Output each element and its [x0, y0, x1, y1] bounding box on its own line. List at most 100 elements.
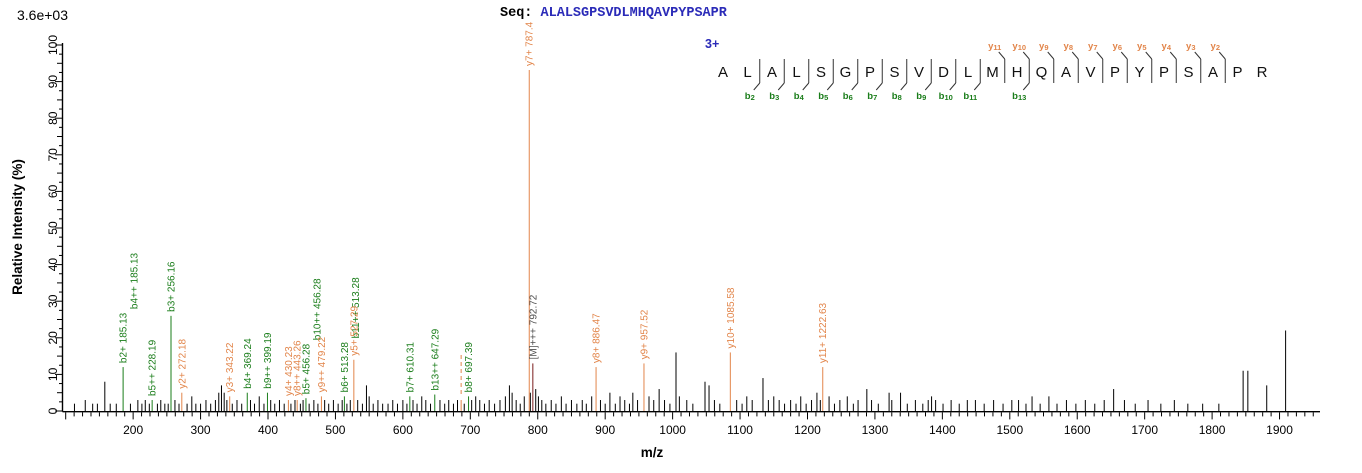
peak-label: b3+ 256.16: [167, 261, 178, 312]
y-tick-label: 100: [46, 35, 60, 55]
ladder-cut-b-tail: [777, 82, 785, 91]
peak-label: b5++ 228.19: [148, 339, 159, 396]
peak-label: b4+ 369.24: [243, 338, 254, 389]
ladder-residue: V: [1085, 64, 1095, 81]
ladder-residue: S: [889, 64, 899, 81]
ladder-y-ion-label: y7: [1088, 41, 1097, 52]
peak-label: y3+ 343.22: [225, 342, 236, 392]
ladder-b-ion-label: b11: [963, 91, 977, 102]
ladder-cut-y-tail: [1169, 51, 1177, 60]
peak-label: b7+ 610.31: [405, 342, 416, 393]
peak-label-secondary: b11++ 513.28: [351, 277, 362, 338]
ladder-y-ion-label: y4: [1162, 41, 1172, 52]
ladder-cut-y-tail: [1022, 51, 1030, 60]
peak-label: b5+ 456.28: [301, 343, 312, 394]
ladder-residue: H: [1012, 64, 1023, 81]
ladder-cut-b-tail: [802, 82, 810, 91]
ladder-residue: A: [1061, 64, 1071, 81]
ladder-cut-y-tail: [1071, 51, 1079, 60]
charge-state-badge: 3+: [705, 37, 720, 51]
peak-label: y8++ 443.26: [293, 340, 304, 396]
ladder-b-ion-label: b4: [794, 91, 805, 102]
ladder-residue: Q: [1036, 64, 1048, 81]
ladder-b-ion-label: b2: [745, 91, 755, 102]
y-tick-label: 40: [46, 258, 60, 272]
ladder-cut-b-tail: [851, 82, 859, 91]
ladder-b-ion-label: b10: [939, 91, 953, 102]
ladder-y-ion-label: y3: [1186, 41, 1195, 52]
peak-label: [M]+++ 792.72: [528, 294, 539, 359]
peak-label: b13++ 647.29: [430, 328, 441, 390]
y-tick-label: 80: [46, 111, 60, 125]
ladder-cut-b-tail: [753, 82, 761, 91]
x-axis-title: m/z: [641, 445, 664, 460]
x-tick-label: 200: [123, 423, 143, 437]
intensity-scale-label: 3.6e+03: [17, 7, 68, 23]
y-tick-label: 70: [46, 148, 60, 162]
x-tick-label: 1200: [794, 423, 821, 437]
peak-label: y2+ 272.18: [177, 338, 188, 388]
peak-label: y11+ 1222.63: [818, 302, 829, 363]
ladder-residue: P: [1159, 64, 1169, 81]
ladder-y-ion-label: y5: [1137, 41, 1146, 52]
ladder-cut-b-tail: [949, 82, 957, 91]
x-tick-label: 1500: [996, 423, 1023, 437]
ladder-b-ion-label: b5: [818, 91, 828, 102]
peak-label: y9++ 479.22: [317, 336, 328, 392]
ladder-residue: S: [816, 64, 826, 81]
peak-label: b6+ 513.28: [340, 342, 351, 393]
ladder-cut-y-tail: [1194, 51, 1202, 60]
ladder-residue: A: [1208, 64, 1218, 81]
x-tick-label: 500: [325, 423, 345, 437]
ladder-residue: L: [743, 64, 751, 81]
peak-label: b9++ 399.19: [263, 332, 274, 389]
ladder-residue: A: [767, 64, 777, 81]
ladder-y-ion-label: y6: [1113, 41, 1122, 52]
ladder-b-ion-label: b9: [916, 91, 926, 102]
ladder-residue: R: [1257, 64, 1268, 81]
peak-label: y4+ 430.23: [284, 346, 295, 396]
ladder-y-ion-label: y9: [1039, 41, 1048, 52]
x-tick-label: 700: [460, 423, 480, 437]
x-tick-label: 600: [393, 423, 413, 437]
x-tick-label: 1000: [659, 423, 686, 437]
peak-label: y9+ 957.52: [639, 309, 650, 359]
y-tick-label: 30: [46, 294, 60, 308]
peak-label: y5+ 527.29: [349, 306, 360, 356]
ladder-residue: P: [1232, 64, 1242, 81]
sequence-header: Seq: ALALSGPSVDLMHQAVPYPSAPR: [500, 6, 727, 21]
x-tick-label: 1700: [1131, 423, 1158, 437]
x-tick-label: 1400: [929, 423, 956, 437]
y-axis-title: Relative Intensity (%): [10, 159, 25, 295]
ladder-cut-y-tail: [1145, 51, 1153, 60]
ladder-b-ion-label: b6: [843, 91, 853, 102]
ladder-cut-b-tail: [973, 82, 981, 91]
peak-label-secondary: b10++ 456.28: [312, 278, 323, 340]
ladder-y-ion-label: y11: [988, 41, 1001, 52]
x-tick-label: 900: [595, 423, 615, 437]
ladder-residue: V: [914, 64, 924, 81]
peak-label: b2+ 185.13: [119, 312, 130, 363]
ladder-b-ion-label: b7: [867, 91, 877, 102]
ladder-cut-y-tail: [1096, 51, 1104, 60]
ladder-cut-y-tail: [1047, 51, 1055, 60]
ladder-y-ion-label: y10: [1012, 41, 1026, 52]
sequence-header-label: Seq:: [500, 6, 533, 21]
ladder-b-ion-label: b3: [769, 91, 779, 102]
ladder-cut-b-tail: [875, 82, 883, 91]
ladder-b-ion-label: b8: [892, 91, 902, 102]
y-tick-label: 0: [46, 407, 60, 414]
x-tick-label: 300: [191, 423, 211, 437]
y-tick-label: 90: [46, 75, 60, 89]
ladder-cut-y-tail: [1218, 51, 1226, 60]
ladder-cut-b-tail: [1022, 82, 1030, 91]
peak-label-secondary: b4++ 185.13: [130, 252, 141, 309]
ladder-residue: G: [840, 64, 852, 81]
ladder-y-ion-label: y2: [1211, 41, 1220, 52]
x-tick-label: 400: [258, 423, 278, 437]
peak-label: b8+ 697.39: [464, 342, 475, 393]
ladder-residue: Y: [1134, 64, 1144, 81]
x-tick-label: 1100: [727, 423, 753, 437]
